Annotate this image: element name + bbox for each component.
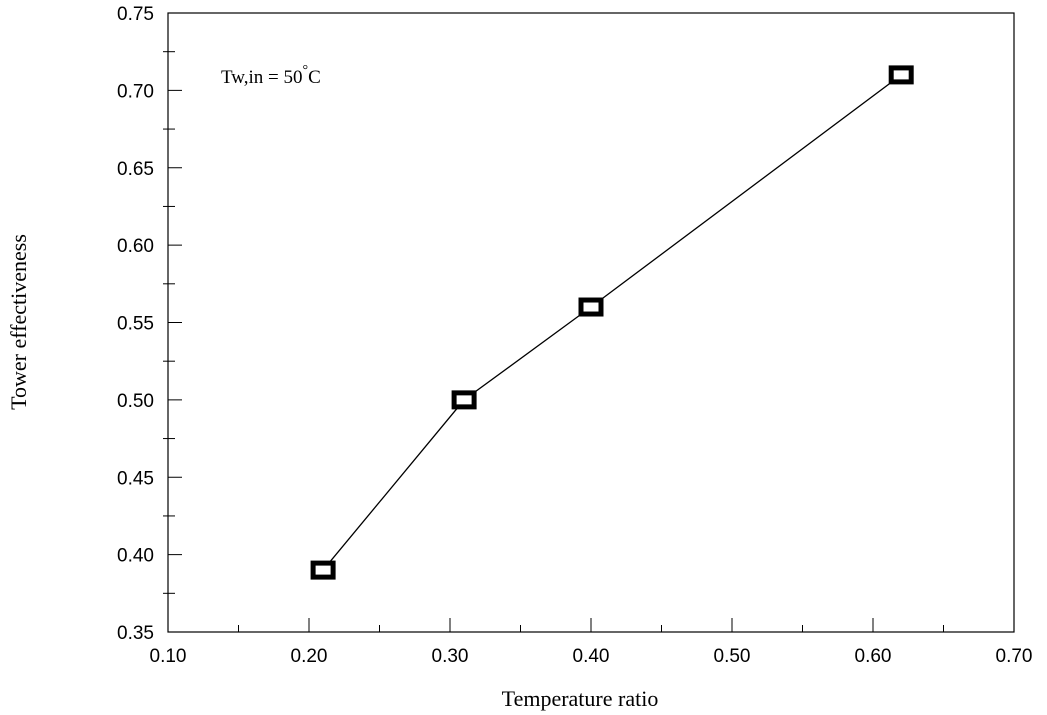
y-tick-label: 0.45 <box>117 468 154 489</box>
y-tick-label: 0.40 <box>117 546 154 567</box>
y-tick-label: 0.60 <box>117 236 154 257</box>
annotation-text: Tw,in = 50 <box>221 67 303 88</box>
x-tick-label: 0.60 <box>855 646 892 667</box>
x-tick-label: 0.40 <box>573 646 610 667</box>
annotation: Tw,in = 50°C <box>221 63 321 88</box>
y-tick-label: 0.70 <box>117 81 154 102</box>
plot-frame <box>167 12 1015 633</box>
y-tick-label: 0.65 <box>117 159 154 180</box>
y-tick-label: 0.35 <box>117 623 154 644</box>
x-tick-label: 0.30 <box>432 646 469 667</box>
data-point-marker <box>310 560 336 580</box>
y-axis-ticks: 0.35 0.40 0.45 0.50 0.55 0.60 0.65 0.70 0.75 <box>117 4 182 644</box>
y-axis-title: Tower effectiveness <box>6 234 31 410</box>
data-point-marker <box>451 390 477 410</box>
x-axis-ticks: 0.10 0.20 0.30 0.40 0.50 0.60 0.70 <box>150 618 1033 667</box>
y-tick-label: 0.75 <box>117 4 154 25</box>
x-tick-label: 0.10 <box>150 646 187 667</box>
series-layer <box>310 65 914 580</box>
x-axis-title: Temperature ratio <box>502 686 659 711</box>
x-tick-label: 0.70 <box>996 646 1033 667</box>
data-point-marker <box>888 65 914 85</box>
annotation-unit: C <box>308 67 321 88</box>
x-tick-label: 0.20 <box>291 646 328 667</box>
annotation-degree: ° <box>303 63 309 78</box>
y-tick-label: 0.55 <box>117 314 154 335</box>
x-tick-label: 0.50 <box>714 646 751 667</box>
data-point-marker <box>578 297 604 317</box>
series-line <box>322 74 902 571</box>
y-tick-label: 0.50 <box>117 391 154 412</box>
